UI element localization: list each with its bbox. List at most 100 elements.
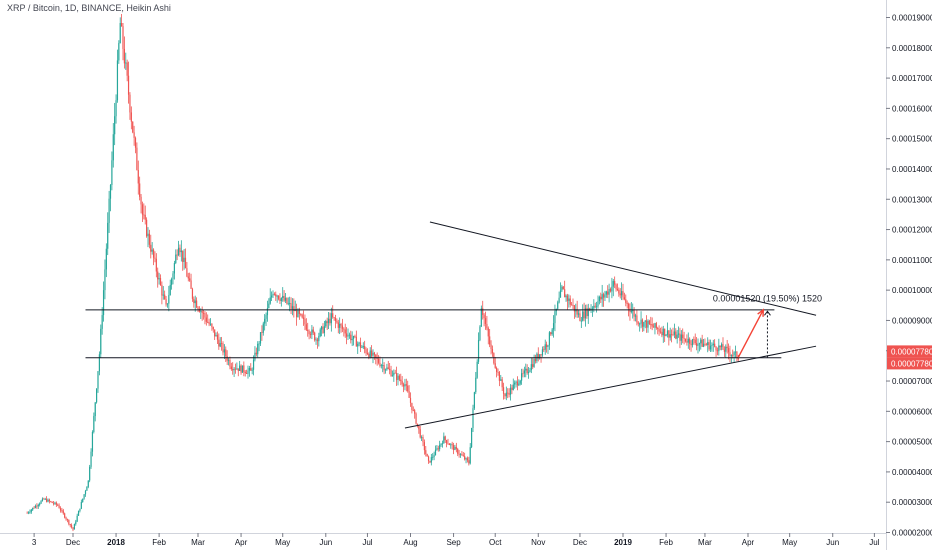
candle-body <box>211 323 213 328</box>
candle-body <box>65 517 67 520</box>
candle-body <box>434 449 437 456</box>
candle-body <box>54 502 56 504</box>
candle-body <box>686 341 688 343</box>
candle-body <box>484 318 487 324</box>
candle-body <box>543 349 545 351</box>
candle-body <box>357 343 359 347</box>
candle-body <box>121 23 123 27</box>
candle-body <box>451 444 453 446</box>
candle-body <box>232 369 234 371</box>
candle-body <box>208 322 210 325</box>
candle-body <box>407 385 409 392</box>
candle-body <box>693 339 695 341</box>
candle-body <box>636 315 638 323</box>
candle-body <box>601 294 603 300</box>
candle-body <box>262 323 264 333</box>
candle-body <box>162 294 164 296</box>
candle-body <box>733 352 735 356</box>
candle-body <box>161 285 163 296</box>
candle-body <box>723 349 725 352</box>
candle-body <box>726 346 728 349</box>
candle-body <box>333 317 335 318</box>
candle-body <box>180 250 182 253</box>
candle-body <box>365 349 367 353</box>
candle-body <box>447 443 449 445</box>
candle-body <box>464 456 466 460</box>
candle-body <box>346 333 348 337</box>
candle-body <box>165 299 167 305</box>
candle-body <box>532 364 534 367</box>
candle-body <box>226 356 228 361</box>
time-tick-label: 2019 <box>614 538 632 547</box>
candle-body <box>643 322 645 327</box>
candle-body <box>94 402 96 417</box>
candle-body <box>300 314 302 315</box>
candle-body <box>490 344 492 350</box>
candle-body <box>396 372 398 380</box>
candle-body <box>373 352 375 355</box>
candle-body <box>152 249 155 258</box>
candle-body <box>308 331 310 335</box>
candle-body <box>551 329 553 335</box>
candle-body <box>246 373 248 374</box>
candle-body <box>487 328 489 337</box>
candle-body <box>71 525 73 528</box>
candle-body <box>244 371 246 374</box>
candle-body <box>698 343 700 345</box>
candle-body <box>472 408 474 428</box>
candle-body <box>325 321 327 327</box>
time-tick-label: Nov <box>531 538 545 547</box>
candle-body <box>321 326 323 330</box>
candle-body <box>266 308 269 316</box>
candle-body <box>147 233 149 237</box>
candle-body <box>282 295 284 298</box>
candle-body <box>230 366 232 370</box>
candle-body <box>689 338 691 344</box>
candle-body <box>248 368 250 371</box>
candle-body <box>468 460 470 464</box>
candle-body <box>355 336 357 347</box>
candle-body <box>372 352 374 356</box>
candle-body <box>158 278 160 280</box>
candle-body <box>207 321 209 323</box>
candle-body <box>144 214 146 220</box>
candle-body <box>223 349 225 353</box>
candle-body <box>640 319 642 324</box>
candle-body <box>114 116 116 135</box>
candle-body <box>705 344 707 346</box>
candle-body <box>708 342 710 350</box>
measure-label: 0.00001520 (19.50%) 1520 <box>713 293 822 303</box>
candle-body <box>612 281 614 287</box>
candle-body <box>96 388 98 403</box>
candle-body <box>704 343 706 345</box>
candle-body <box>652 326 655 328</box>
candle-body <box>289 303 291 304</box>
candle-body <box>287 303 289 305</box>
candle-body <box>448 443 450 446</box>
candle-body <box>343 328 345 330</box>
measure-arrowhead <box>764 310 771 316</box>
candle-body <box>477 340 480 362</box>
candle-body <box>336 320 338 323</box>
candle-body <box>155 258 157 272</box>
candle-body <box>384 369 387 371</box>
candle-body <box>591 308 594 310</box>
candle-body <box>201 311 203 313</box>
candle-body <box>255 352 257 355</box>
candle-body <box>146 219 148 237</box>
candle-body <box>97 371 99 389</box>
candle-body <box>150 244 152 252</box>
candle-body <box>491 349 494 354</box>
candle-body <box>197 307 199 310</box>
candle-body <box>416 423 419 426</box>
candle-body <box>425 450 427 454</box>
candle-body <box>140 196 142 205</box>
candle-body <box>51 501 53 503</box>
candle-body <box>547 345 549 347</box>
candle-body <box>350 334 352 341</box>
candle-body <box>507 392 509 394</box>
price-tick-label: 0.00003000 <box>892 498 932 507</box>
candle-body <box>716 350 719 352</box>
candle-body <box>423 442 425 451</box>
